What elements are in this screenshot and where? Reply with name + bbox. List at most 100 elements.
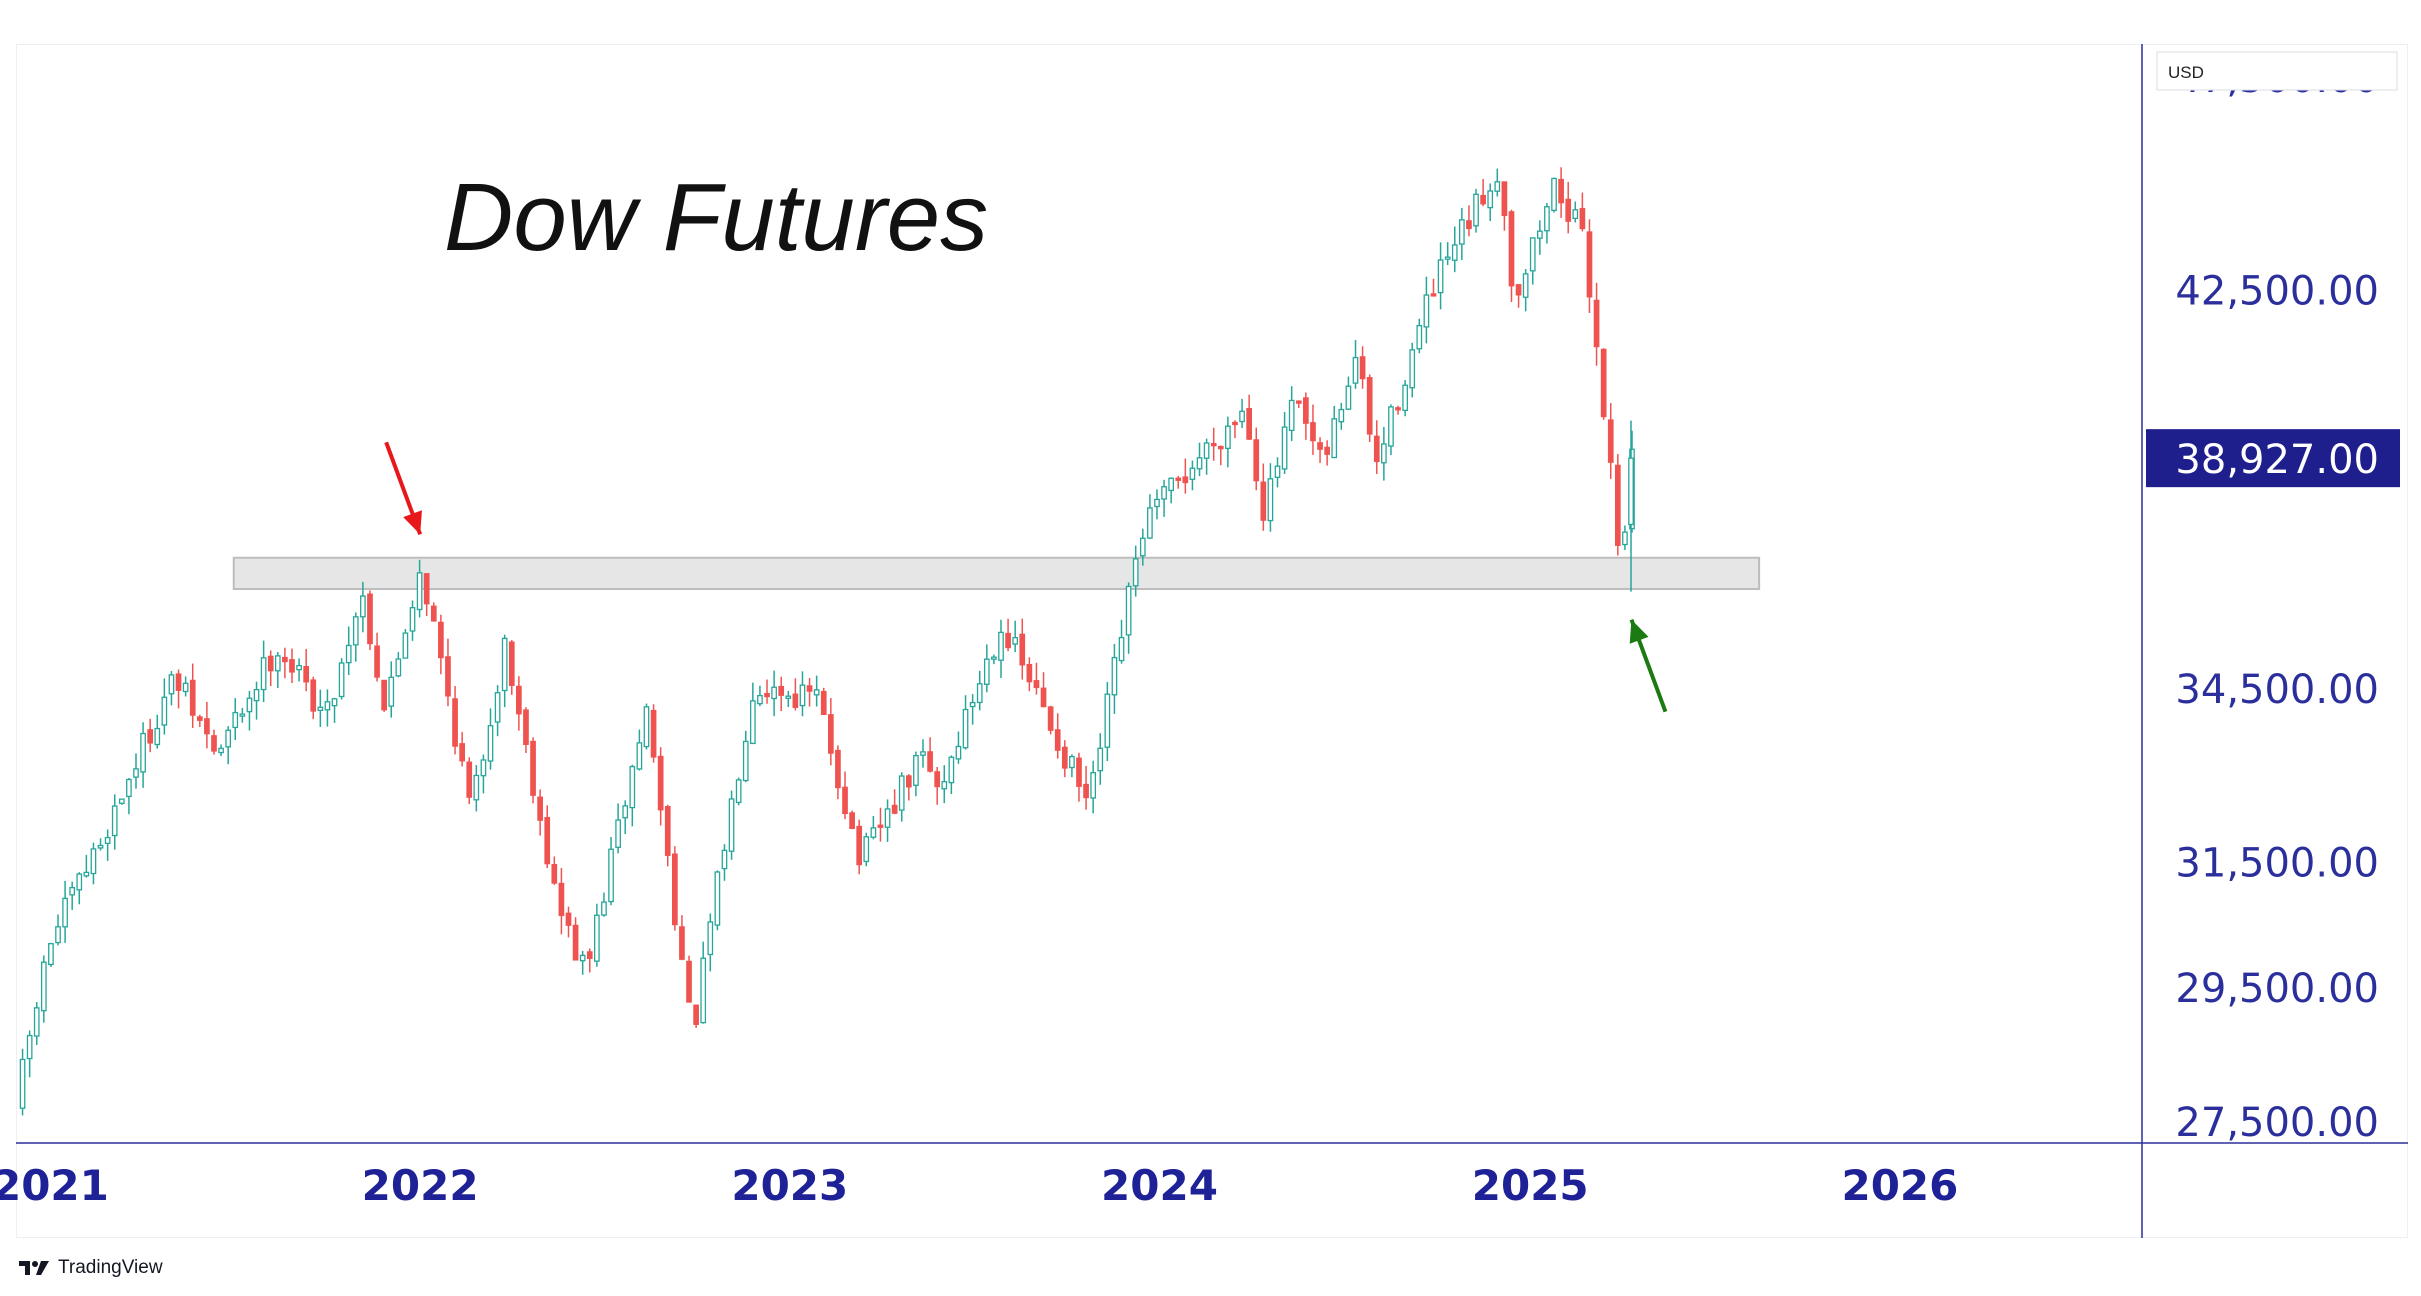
candle-body bbox=[168, 674, 175, 695]
candle-body bbox=[778, 685, 785, 696]
candle-body bbox=[657, 755, 664, 811]
candle-body bbox=[1565, 198, 1572, 222]
candle-body bbox=[1189, 467, 1196, 480]
candle-body bbox=[402, 632, 409, 659]
candle-body bbox=[1182, 476, 1189, 484]
candle-body bbox=[133, 768, 139, 778]
candle-body bbox=[1430, 293, 1437, 297]
candle-body bbox=[1600, 348, 1607, 418]
candle-body bbox=[289, 659, 295, 673]
y-tick-label: 31,500.00 bbox=[2175, 841, 2379, 887]
candle-body bbox=[1494, 181, 1501, 192]
candle-body bbox=[438, 621, 444, 659]
candle-body bbox=[1083, 783, 1089, 799]
red-arrow-head bbox=[403, 510, 422, 535]
candle-body bbox=[1352, 356, 1359, 384]
candle-body bbox=[948, 756, 955, 784]
candle-body bbox=[799, 684, 806, 707]
last-price-tag-bg bbox=[2146, 429, 2400, 488]
candle-body bbox=[1076, 757, 1082, 787]
candle-body bbox=[1388, 406, 1394, 447]
annotation-arrows bbox=[384, 441, 1668, 713]
candle-body bbox=[1054, 729, 1061, 751]
candle-body bbox=[1473, 193, 1479, 227]
candle-body bbox=[870, 827, 877, 838]
candle-body bbox=[579, 954, 586, 962]
candle-body bbox=[742, 740, 749, 782]
candle-body bbox=[820, 690, 827, 716]
candle-body bbox=[1047, 706, 1054, 731]
candle-body bbox=[608, 848, 614, 903]
candle-body bbox=[941, 781, 948, 790]
candle-body bbox=[1132, 558, 1139, 587]
candle-body bbox=[636, 742, 643, 770]
candle-body bbox=[1019, 633, 1026, 666]
candle-body bbox=[1196, 457, 1203, 470]
candle-body bbox=[700, 957, 707, 1024]
candle-body bbox=[650, 709, 657, 758]
candle-body bbox=[1345, 385, 1352, 410]
candle-body bbox=[721, 849, 728, 870]
candle-body bbox=[466, 761, 473, 798]
candle-body bbox=[1579, 208, 1586, 230]
candle-body bbox=[267, 655, 274, 672]
tradingview-branding[interactable]: TradingView bbox=[18, 1257, 163, 1279]
candle-body bbox=[33, 1007, 40, 1037]
tradingview-brand-text: TradingView bbox=[58, 1257, 163, 1278]
candle-body bbox=[161, 696, 168, 726]
green-arrow bbox=[1629, 618, 1668, 713]
candle-body bbox=[1125, 585, 1132, 636]
candle-body bbox=[920, 751, 926, 756]
candle-body bbox=[714, 871, 721, 926]
x-axis: 2021 2022 2023 2024 2025 2026 bbox=[0, 1161, 1958, 1210]
candle-body bbox=[1331, 418, 1338, 459]
candle-body bbox=[1437, 259, 1444, 294]
candle-body bbox=[260, 657, 267, 691]
candle-body bbox=[1522, 273, 1529, 298]
candle-body bbox=[594, 914, 600, 962]
red-arrow bbox=[384, 441, 423, 536]
candle-body bbox=[962, 708, 969, 749]
candle-body bbox=[338, 662, 345, 698]
candle-body bbox=[360, 595, 366, 618]
candle-body bbox=[792, 693, 799, 708]
tradingview-logo-icon bbox=[19, 1261, 49, 1275]
y-axis: 27,500.00 29,500.00 31,500.00 34,500.00 42,5… bbox=[2175, 56, 2379, 1146]
candle-body bbox=[1451, 244, 1458, 261]
candle-body bbox=[1118, 636, 1125, 662]
candle-body bbox=[1225, 425, 1231, 450]
candle-body bbox=[643, 706, 650, 748]
candle-body bbox=[785, 695, 792, 699]
currency-selector[interactable]: USD bbox=[2156, 51, 2398, 91]
candle-body bbox=[629, 765, 636, 809]
candle-body bbox=[388, 676, 395, 707]
candle-body bbox=[728, 798, 735, 852]
candle-body bbox=[1459, 219, 1465, 245]
candle-body bbox=[324, 701, 331, 711]
candle-body bbox=[480, 759, 487, 777]
candle-body bbox=[253, 688, 260, 702]
candle-body bbox=[1381, 443, 1387, 464]
candle-body bbox=[1444, 256, 1451, 260]
candle-body bbox=[1147, 507, 1153, 539]
candle-body bbox=[310, 679, 317, 712]
y-tick-label: 27,500.00 bbox=[2175, 1100, 2379, 1146]
candle-body bbox=[239, 713, 246, 717]
candle-body bbox=[1529, 237, 1536, 272]
candle-body bbox=[1622, 531, 1628, 546]
candle-body bbox=[1217, 445, 1224, 450]
candle-body bbox=[1097, 747, 1104, 772]
x-tick-label: 2023 bbox=[731, 1161, 848, 1210]
candle-body bbox=[1338, 408, 1345, 423]
candle-body bbox=[395, 658, 402, 677]
candle-body bbox=[813, 689, 820, 696]
candle-body bbox=[1161, 486, 1167, 500]
candle-body bbox=[62, 897, 68, 928]
candle-body bbox=[303, 665, 310, 683]
candle-body bbox=[204, 718, 210, 735]
candle-body bbox=[1536, 230, 1543, 239]
candle-body bbox=[530, 740, 536, 796]
candle-body bbox=[1359, 356, 1366, 380]
candle-body bbox=[1416, 325, 1423, 350]
candle-body bbox=[884, 808, 891, 828]
